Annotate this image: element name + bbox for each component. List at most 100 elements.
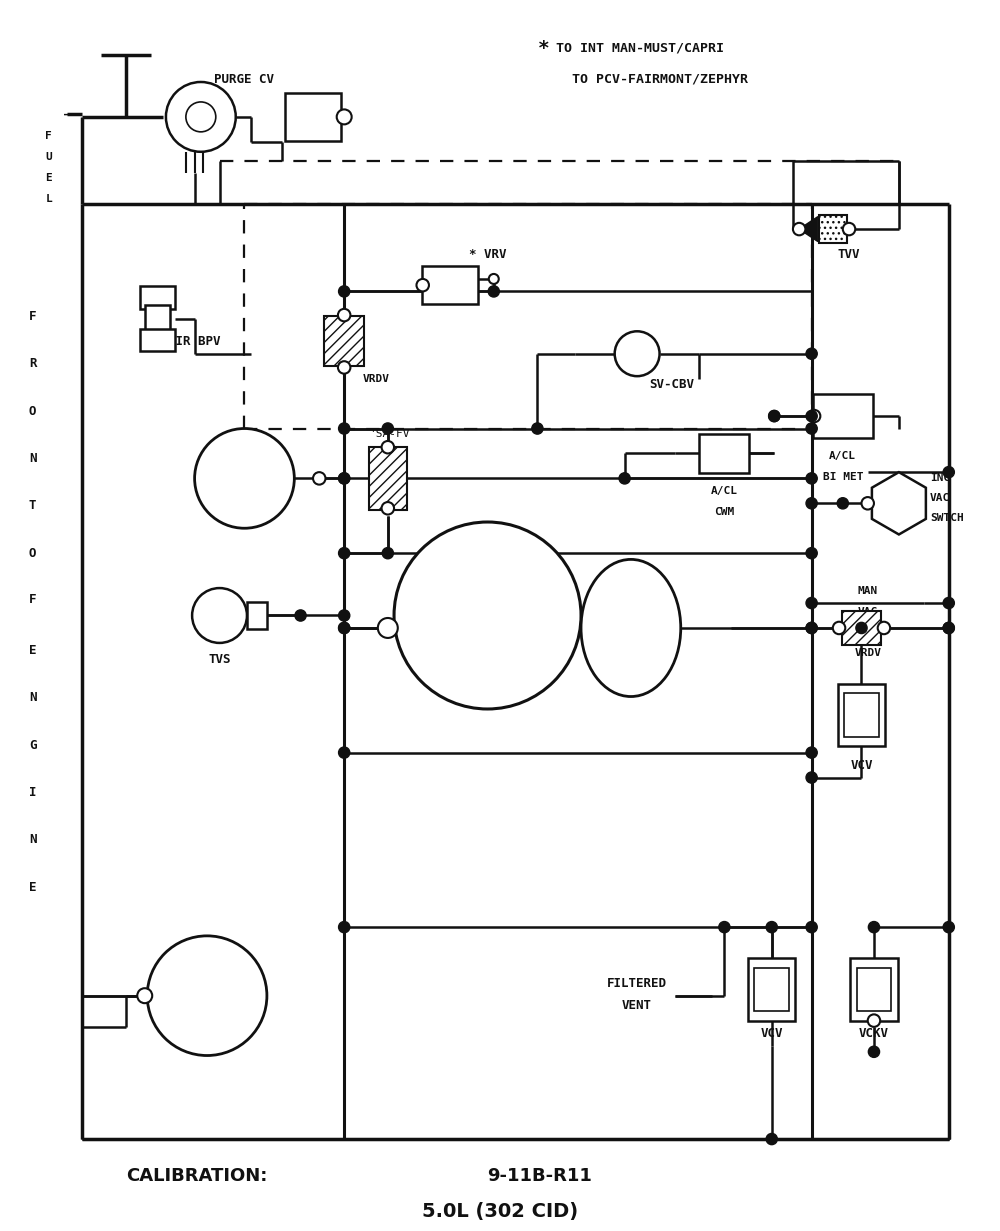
Text: VRDV: VRDV xyxy=(854,648,881,657)
Text: T: T xyxy=(29,500,36,512)
Circle shape xyxy=(806,772,817,783)
Circle shape xyxy=(339,623,350,634)
Circle shape xyxy=(339,548,350,559)
Bar xyxy=(857,968,891,1012)
Circle shape xyxy=(195,428,294,528)
Circle shape xyxy=(313,473,325,485)
Circle shape xyxy=(943,623,954,634)
Circle shape xyxy=(339,747,350,758)
Text: F: F xyxy=(29,310,36,323)
Bar xyxy=(813,394,873,438)
Circle shape xyxy=(615,331,660,377)
Circle shape xyxy=(806,473,817,484)
Circle shape xyxy=(338,309,350,321)
Text: 5.0L (302 CID): 5.0L (302 CID) xyxy=(422,1201,578,1221)
Polygon shape xyxy=(872,473,926,534)
Circle shape xyxy=(766,1134,777,1145)
Text: CALIBRATION:: CALIBRATION: xyxy=(126,1167,267,1185)
Circle shape xyxy=(339,922,350,933)
Circle shape xyxy=(619,473,630,484)
Bar xyxy=(285,94,341,140)
Circle shape xyxy=(868,922,880,933)
Circle shape xyxy=(806,548,817,559)
Text: 'SA-FV: 'SA-FV xyxy=(369,428,410,438)
Circle shape xyxy=(837,497,848,508)
Text: VAC: VAC xyxy=(858,607,878,617)
Bar xyxy=(754,968,789,1012)
Text: U: U xyxy=(45,151,52,161)
Circle shape xyxy=(843,223,855,235)
Bar xyxy=(140,287,175,309)
Text: TO PCV-FAIRMONT/ZEPHYR: TO PCV-FAIRMONT/ZEPHYR xyxy=(572,73,748,86)
Bar xyxy=(369,447,407,510)
Text: * VRV: * VRV xyxy=(469,247,506,261)
Text: I: I xyxy=(29,787,36,799)
Circle shape xyxy=(378,618,398,638)
Circle shape xyxy=(868,1046,880,1057)
Bar xyxy=(145,305,170,332)
Circle shape xyxy=(339,423,350,435)
Circle shape xyxy=(806,497,817,508)
Circle shape xyxy=(137,988,152,1003)
Text: ING: ING xyxy=(930,474,950,484)
Bar xyxy=(748,958,795,1020)
Bar xyxy=(850,958,898,1020)
Text: AIR BPV: AIR BPV xyxy=(168,335,221,348)
Text: O: O xyxy=(29,405,36,417)
Circle shape xyxy=(295,609,306,622)
Text: 9-11B-R11: 9-11B-R11 xyxy=(488,1167,592,1185)
Bar xyxy=(422,266,478,304)
Circle shape xyxy=(382,548,393,559)
Circle shape xyxy=(861,497,874,510)
Circle shape xyxy=(833,622,845,634)
Text: L: L xyxy=(45,194,52,204)
Circle shape xyxy=(808,410,820,422)
Text: TVS: TVS xyxy=(208,652,231,666)
Circle shape xyxy=(382,502,394,515)
Text: BI MET: BI MET xyxy=(823,473,863,483)
Bar xyxy=(819,215,847,243)
Text: N: N xyxy=(29,833,36,847)
Polygon shape xyxy=(799,217,818,241)
Circle shape xyxy=(339,286,350,297)
Circle shape xyxy=(532,423,543,435)
Text: DIST: DIST xyxy=(192,990,222,1002)
Circle shape xyxy=(943,597,954,608)
Circle shape xyxy=(943,922,954,933)
Text: *: * xyxy=(537,39,549,58)
Circle shape xyxy=(806,747,817,758)
Text: VCV: VCV xyxy=(760,1027,783,1040)
Circle shape xyxy=(489,275,499,284)
Text: E: E xyxy=(384,622,392,634)
Text: G: G xyxy=(29,739,36,752)
Text: A/CL: A/CL xyxy=(711,486,738,496)
Circle shape xyxy=(766,922,777,933)
Circle shape xyxy=(806,423,817,435)
Text: E: E xyxy=(29,880,36,894)
Text: E: E xyxy=(45,174,52,183)
Text: DV: DV xyxy=(238,484,251,494)
Text: VENT: VENT xyxy=(622,1000,652,1012)
Circle shape xyxy=(339,473,350,484)
Text: CARB: CARB xyxy=(471,623,504,638)
Text: N: N xyxy=(29,692,36,704)
Text: A/CL: A/CL xyxy=(829,451,856,460)
Text: VCKV: VCKV xyxy=(859,1027,889,1040)
Text: —: — xyxy=(64,108,71,121)
Circle shape xyxy=(339,473,350,484)
Circle shape xyxy=(337,110,352,124)
Text: PURGE CV: PURGE CV xyxy=(214,73,274,86)
Circle shape xyxy=(793,223,805,235)
Circle shape xyxy=(382,441,394,453)
Text: VRDV: VRDV xyxy=(363,374,390,384)
Circle shape xyxy=(943,623,954,634)
Circle shape xyxy=(806,623,817,634)
Circle shape xyxy=(769,410,780,422)
Text: FILTERED: FILTERED xyxy=(607,976,667,990)
Bar xyxy=(844,693,879,737)
Text: TO INT MAN-MUST/CAPRI: TO INT MAN-MUST/CAPRI xyxy=(556,42,724,55)
Text: E: E xyxy=(29,644,36,657)
Circle shape xyxy=(166,82,236,151)
Circle shape xyxy=(856,623,867,634)
Bar xyxy=(324,316,364,366)
